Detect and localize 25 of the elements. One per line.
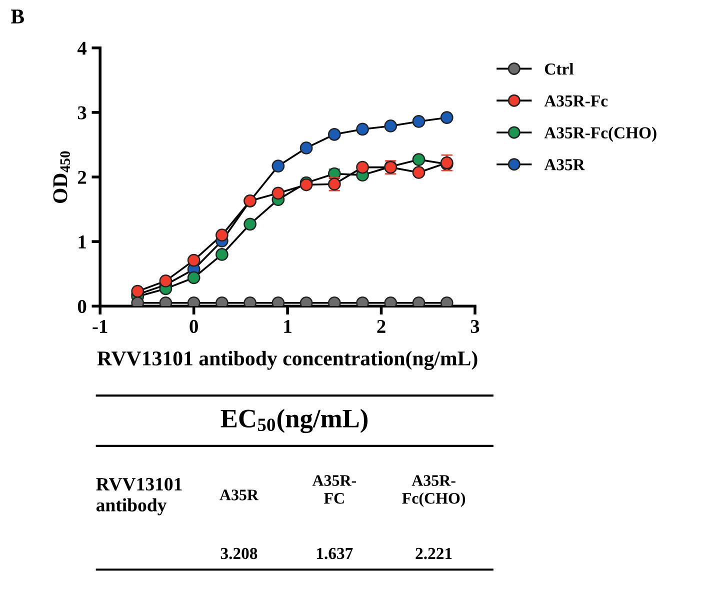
- y-tick-label: 2: [78, 170, 86, 184]
- x-tick-label: -1: [92, 320, 108, 333]
- text: A35R- Fc(CHO): [402, 475, 466, 507]
- x-tick-label: 2: [377, 320, 386, 333]
- text: 1.637: [316, 548, 353, 560]
- text: 3.208: [220, 548, 258, 560]
- x-tick-label: 1: [284, 320, 292, 333]
- y-tick-label: 4: [77, 42, 87, 55]
- text: A35R: [220, 490, 259, 500]
- text: B: [10, 10, 24, 24]
- y-tick-label: 1: [78, 235, 86, 248]
- y-tick-label: 0: [78, 300, 86, 314]
- y-axis-title: OD$_{450}$: [53, 151, 70, 203]
- legend-label: A35R-Fc(CHO): [544, 126, 656, 142]
- legend-label: A35R: [544, 159, 586, 170]
- x-tick-label: 0: [190, 320, 198, 334]
- y-tick-label: 3: [78, 106, 86, 120]
- x-axis-title: RVV13101 antibody concentration(ng/mL): [97, 350, 478, 370]
- legend-label: A35R-Fc: [544, 95, 608, 107]
- text: A35R- FC: [312, 475, 356, 504]
- text: 2.221: [416, 548, 452, 560]
- x-tick-label: 3: [470, 320, 480, 334]
- text: EC$_{50}$(ng/mL): [220, 408, 368, 434]
- legend-label: Ctrl: [544, 62, 574, 75]
- text: RVV13101 antibody: [96, 478, 182, 516]
